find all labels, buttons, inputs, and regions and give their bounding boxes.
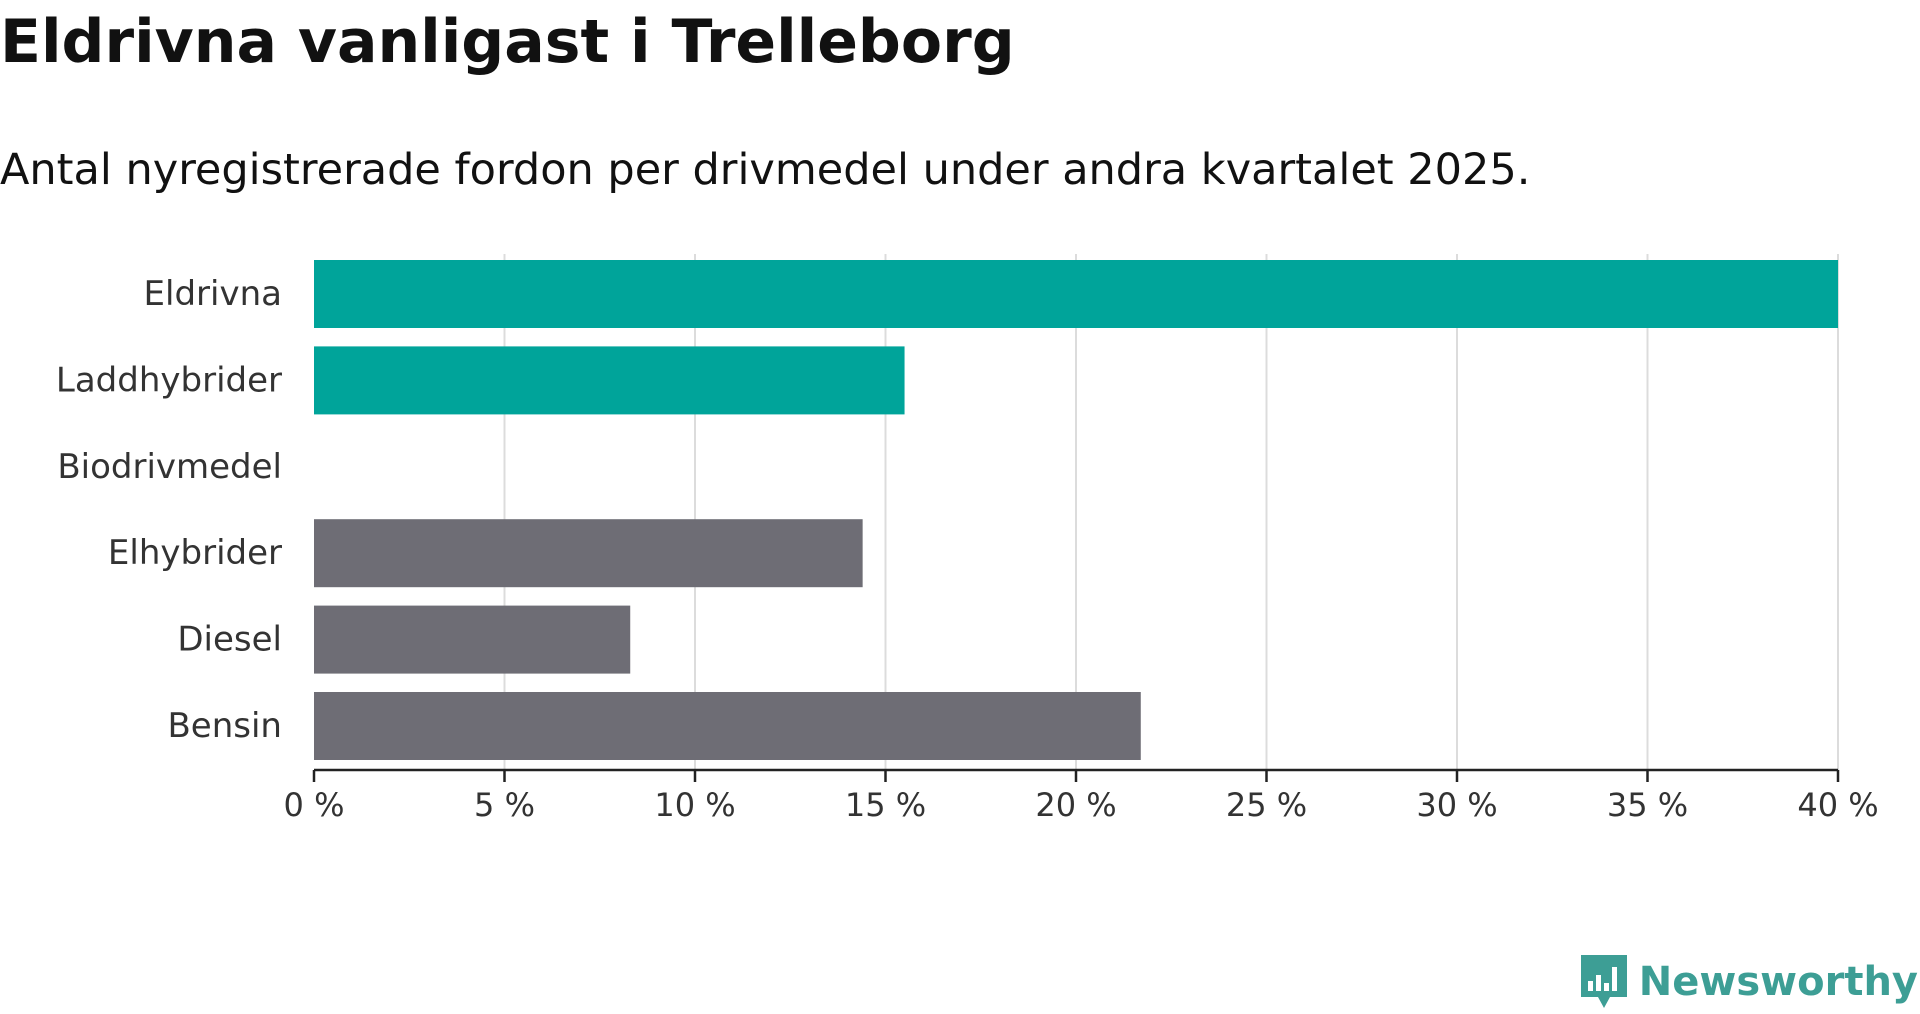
category-labels: Eldrivna Laddhybrider Biodrivmedel Elhybrid…: [56, 274, 282, 746]
bar-elhybrider: [314, 519, 863, 588]
category-label-laddhybrider: Laddhybrider: [56, 360, 282, 400]
chart-title: Eldrivna vanligast i Trelleborg: [0, 7, 1015, 77]
bar-chart: Eldrivna Laddhybrider Biodrivmedel Elhybrid…: [56, 254, 1879, 824]
x-tick-label-6: 30 %: [1416, 786, 1497, 824]
x-tick-label-8: 40 %: [1797, 786, 1878, 824]
category-label-biodrivmedel: Biodrivmedel: [57, 447, 282, 487]
bar-diesel: [314, 605, 631, 674]
chart-subtitle: Antal nyregistrerade fordon per drivmede…: [0, 145, 1531, 195]
category-label-diesel: Diesel: [177, 620, 282, 660]
bar-laddhybrider: [314, 346, 905, 415]
x-tick-label-7: 35 %: [1607, 786, 1688, 824]
category-label-bensin: Bensin: [167, 706, 282, 746]
brand-name: Newsworthy: [1638, 959, 1918, 1005]
gridlines: [503, 254, 1839, 770]
x-axis: 0 % 5 % 10 % 15 % 20 % 25 % 30 % 35 % 40 %: [284, 768, 1879, 824]
bar-chart-speech-bubble-icon: [1580, 955, 1627, 1008]
x-tick-label-2: 10 %: [654, 786, 735, 824]
bar-eldrivna: [314, 260, 1838, 328]
category-label-elhybrider: Elhybrider: [108, 533, 282, 573]
bar-bensin: [314, 692, 1141, 760]
x-tick-label-1: 5 %: [474, 786, 535, 824]
x-tick-label-5: 25 %: [1226, 786, 1307, 824]
bars: [314, 260, 1838, 760]
x-tick-label-4: 20 %: [1035, 786, 1116, 824]
x-tick-label-3: 15 %: [845, 786, 926, 824]
x-tick-label-0: 0 %: [284, 786, 345, 824]
category-label-eldrivna: Eldrivna: [144, 274, 282, 314]
brand-logo: Newsworthy: [1579, 950, 1918, 1014]
